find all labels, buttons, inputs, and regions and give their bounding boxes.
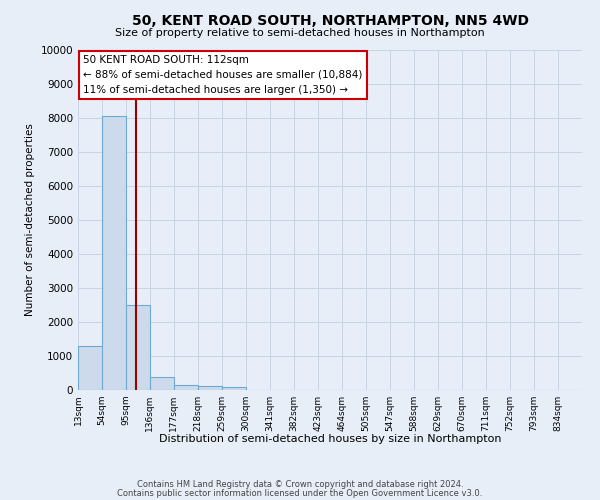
Text: Contains HM Land Registry data © Crown copyright and database right 2024.: Contains HM Land Registry data © Crown c…	[137, 480, 463, 489]
Text: Size of property relative to semi-detached houses in Northampton: Size of property relative to semi-detach…	[115, 28, 485, 38]
Bar	[222, 387, 246, 390]
Bar	[126, 305, 150, 390]
Bar	[198, 386, 222, 390]
Bar	[150, 378, 174, 390]
Bar	[78, 346, 102, 390]
Y-axis label: Number of semi-detached properties: Number of semi-detached properties	[25, 124, 35, 316]
Bar	[102, 116, 126, 390]
Title: 50, KENT ROAD SOUTH, NORTHAMPTON, NN5 4WD: 50, KENT ROAD SOUTH, NORTHAMPTON, NN5 4W…	[131, 14, 529, 28]
X-axis label: Distribution of semi-detached houses by size in Northampton: Distribution of semi-detached houses by …	[159, 434, 501, 444]
Text: 50 KENT ROAD SOUTH: 112sqm
← 88% of semi-detached houses are smaller (10,884)
11: 50 KENT ROAD SOUTH: 112sqm ← 88% of semi…	[83, 55, 362, 94]
Bar	[174, 385, 198, 390]
Text: Contains public sector information licensed under the Open Government Licence v3: Contains public sector information licen…	[118, 488, 482, 498]
